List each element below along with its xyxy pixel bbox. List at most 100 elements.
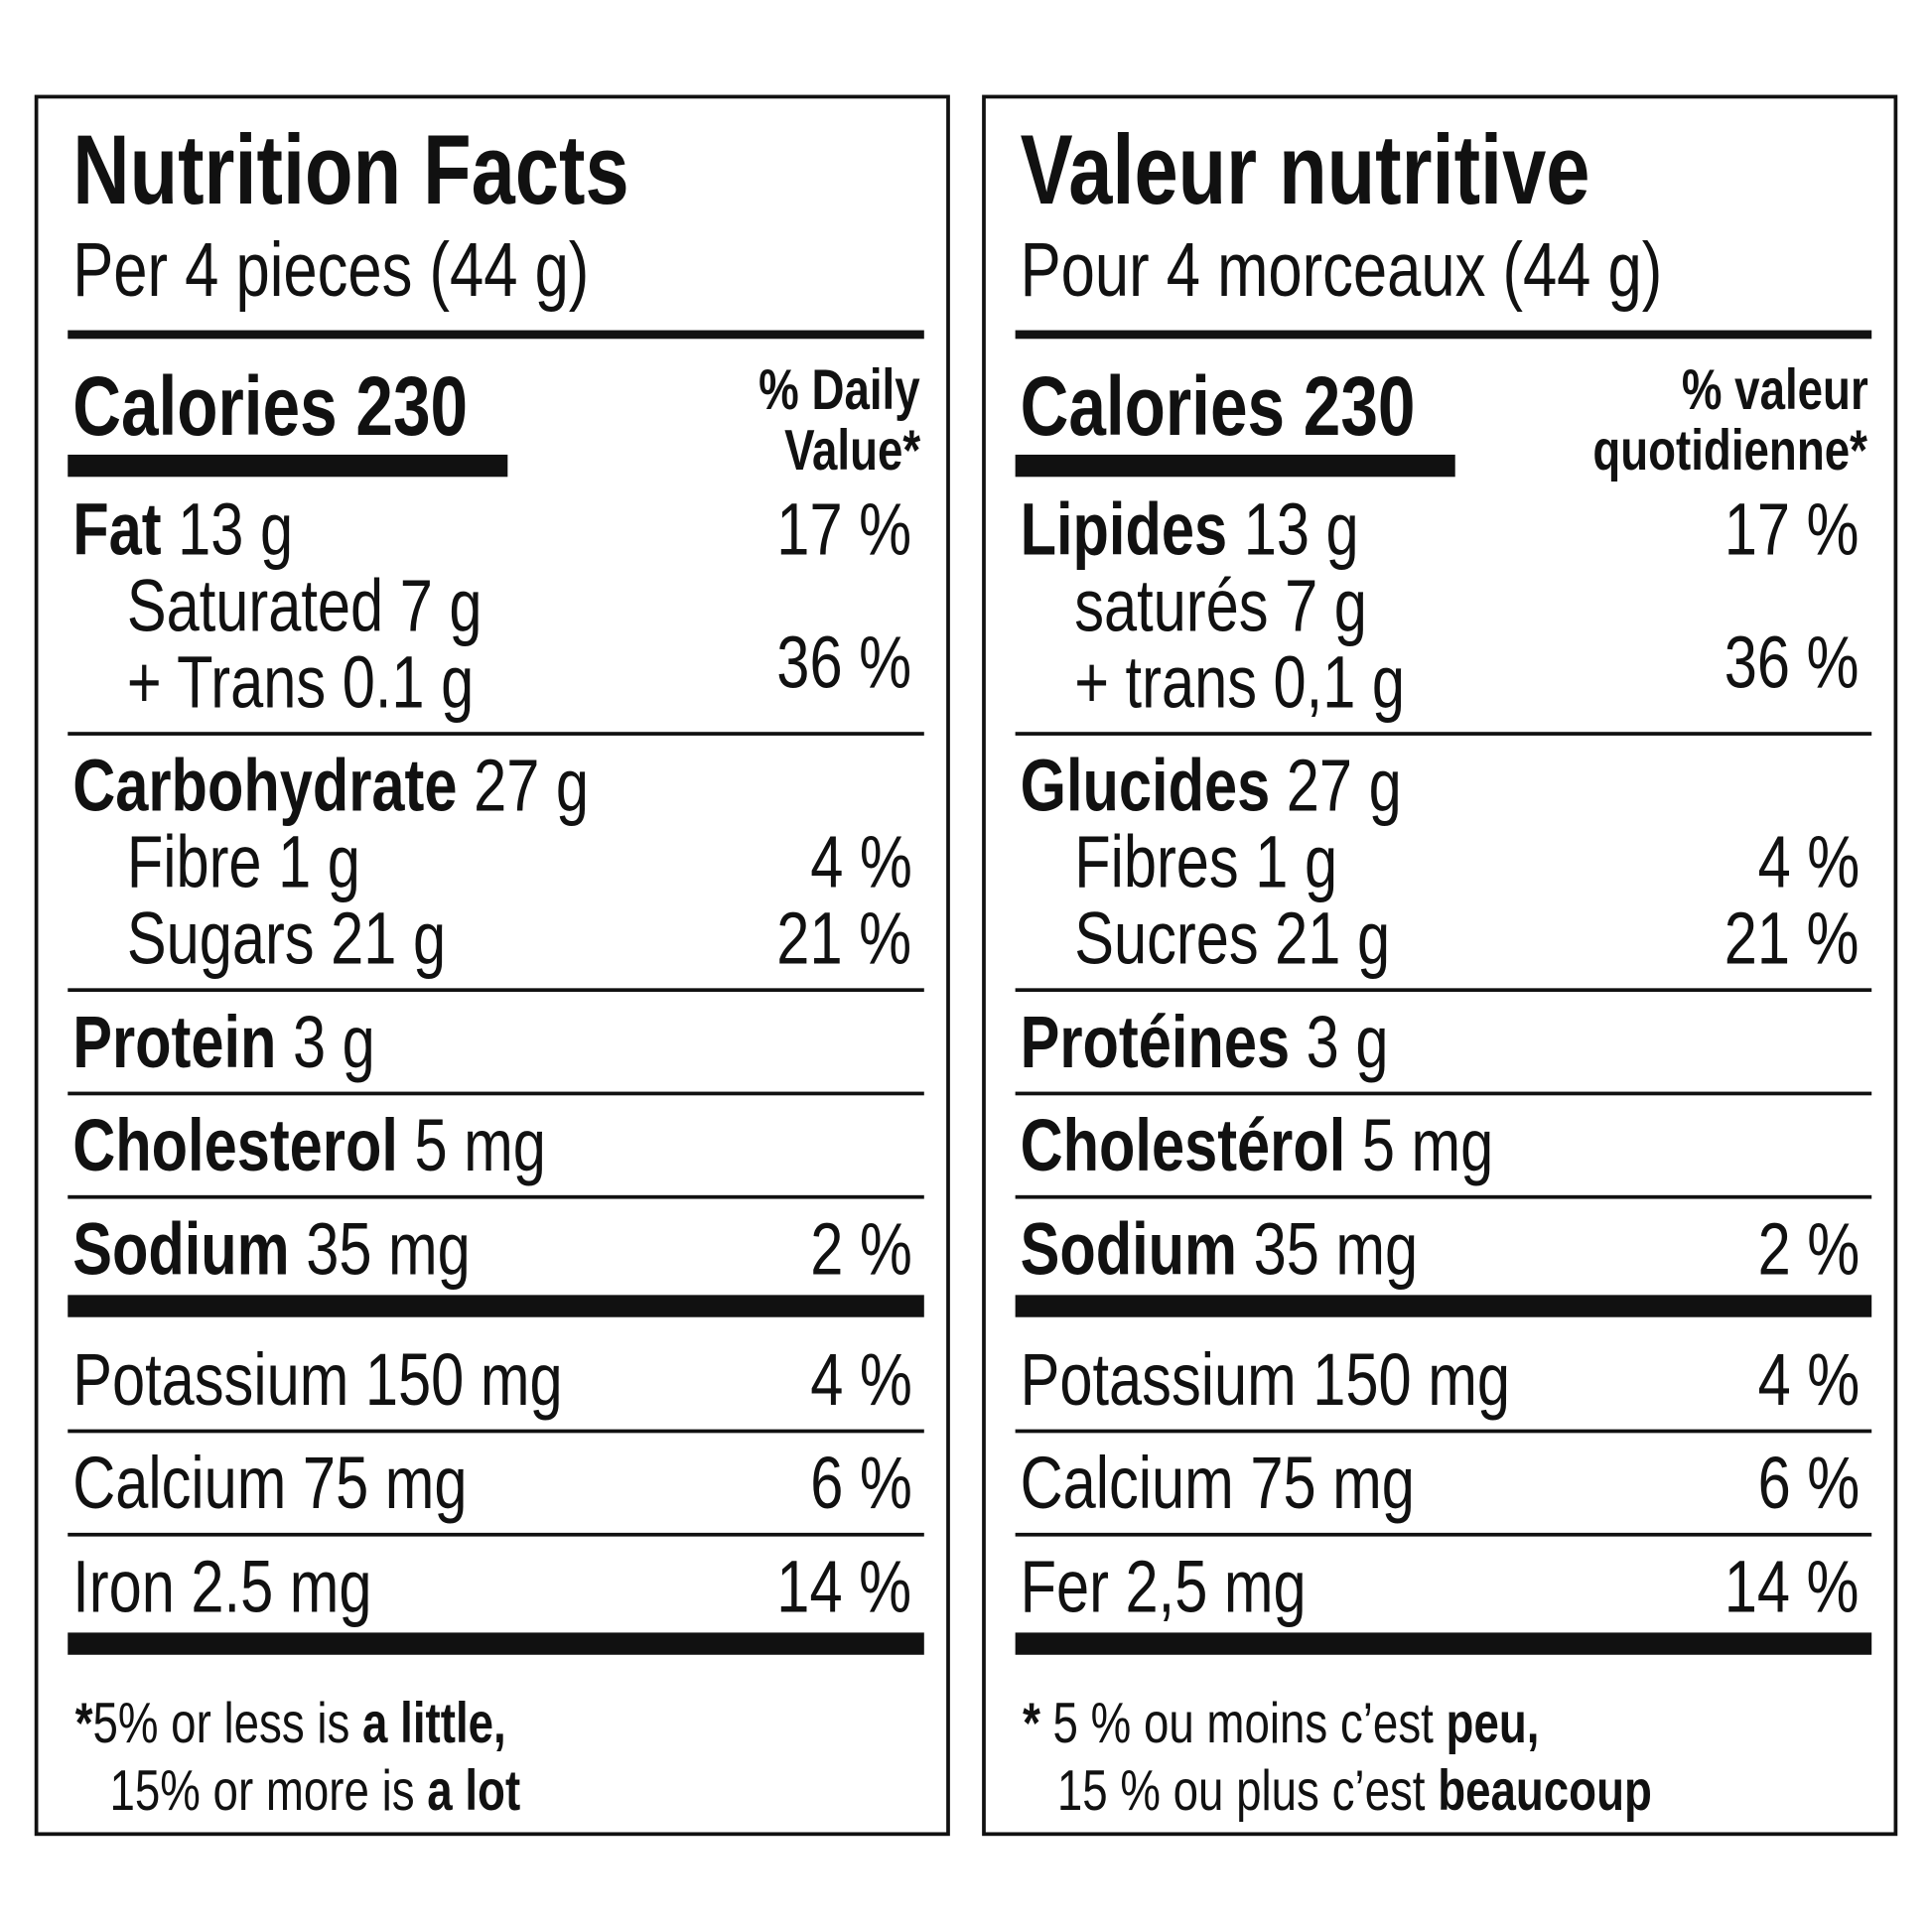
space (1270, 745, 1287, 827)
nutrient: Calcium 75 mg (72, 1446, 467, 1520)
footnote-part: 15% or more is (109, 1758, 428, 1823)
nutrient-amount: 3 g (293, 1000, 375, 1083)
nutrient-name: Carbohydrate (72, 744, 458, 827)
daily-value: 4 % (809, 1337, 912, 1421)
rule (68, 732, 924, 736)
nutrient: Sodium 35 mg (72, 1212, 471, 1286)
daily-value: 2 % (1757, 1207, 1860, 1291)
nutrient-name: Protéines (1020, 1000, 1291, 1083)
nutrient: Potassium 150 mg (72, 1342, 562, 1417)
daily-value-header: % valeur (1681, 356, 1868, 422)
footnote: 15 % ou plus c’est beaucoup (1057, 1762, 1652, 1819)
daily-value: 14 % (776, 1545, 912, 1628)
rule (1015, 1532, 1872, 1537)
rule (68, 1429, 924, 1434)
daily-value: 36 % (776, 621, 912, 704)
nutrient-name: Cholesterol (72, 1103, 398, 1187)
rule (68, 330, 924, 340)
rule (1015, 1632, 1872, 1655)
nutrient: Cholesterol 5 mg (72, 1108, 546, 1182)
daily-value-header: Value* (783, 417, 921, 483)
space (276, 1001, 293, 1083)
nutrient-sub: Saturated 7 g (126, 564, 483, 647)
footnote-part: 15 % ou plus c’est (1056, 1758, 1439, 1823)
nutrient-amount: 5 mg (1361, 1103, 1494, 1187)
nutrient-name: Sodium (1020, 1207, 1238, 1291)
rule (1015, 732, 1872, 736)
nutrient-name: Protein (72, 1000, 277, 1083)
daily-value-header: % Daily (759, 356, 921, 422)
nutrient-amount: 27 g (1286, 744, 1402, 827)
nutrient-sub: + trans 0,1 g (1074, 640, 1406, 724)
serving-size: Pour 4 morceaux (44 g) (1020, 227, 1663, 314)
nutrient-amount: 13 g (1243, 487, 1359, 571)
nutrient: Iron 2.5 mg (72, 1550, 371, 1623)
rule (1015, 1429, 1872, 1434)
daily-value: 21 % (1724, 897, 1860, 980)
title: Valeur nutritive (1020, 114, 1590, 224)
nutrient-name: Glucides (1020, 744, 1271, 827)
footnote-part: 5 % ou moins c’est (1052, 1690, 1447, 1755)
footnote-part: beaucoup (1438, 1758, 1652, 1823)
footnote-part: 5% or less is (92, 1690, 363, 1755)
daily-value: 36 % (1724, 621, 1860, 704)
calories-bar (68, 454, 508, 478)
rule (1015, 1295, 1872, 1317)
rule (1015, 1194, 1872, 1199)
space (458, 745, 475, 827)
nutrient-sub: Fibre 1 g (126, 820, 360, 903)
footnote-part: a lot (427, 1758, 521, 1823)
nutrient-name: Cholestérol (1020, 1103, 1346, 1187)
space (162, 487, 179, 570)
nutrient-amount: 35 mg (306, 1207, 471, 1291)
footnote: 15% or more is a lot (109, 1762, 520, 1819)
nutrient: Sodium 35 mg (1021, 1212, 1419, 1286)
footnote: *5% or less is a little, (75, 1694, 506, 1750)
calories-bar (1015, 454, 1455, 478)
nutrient: Protein 3 g (72, 1005, 375, 1079)
nutrient-name: Lipides (1020, 487, 1228, 571)
space (1237, 1207, 1254, 1290)
nutrient-amount: 5 mg (414, 1103, 546, 1187)
footnote-part: * (1023, 1690, 1053, 1755)
nutrient-text: Calcium 75 mg (1020, 1442, 1415, 1525)
nutrient: Calcium 75 mg (1021, 1446, 1415, 1520)
rule (68, 1194, 924, 1199)
nutrient: Carbohydrate 27 g (72, 749, 589, 823)
nutrient-sub: saturés 7 g (1074, 564, 1367, 647)
space (1290, 1001, 1307, 1083)
nutrient: Fat 13 g (72, 492, 293, 566)
nutrient-text: Calcium 75 mg (72, 1442, 468, 1525)
nutrient-sub: Fibres 1 g (1074, 820, 1338, 903)
daily-value: 4 % (1757, 1337, 1860, 1421)
nutrient-text: Potassium 150 mg (1020, 1337, 1510, 1421)
daily-value: 6 % (809, 1442, 912, 1525)
nutrition-panel: Nutrition Facts Per 4 pieces (44 g) Calori… (34, 94, 950, 1837)
nutrient: Fer 2,5 mg (1021, 1550, 1307, 1623)
nutrient-sub: Sucres 21 g (1074, 897, 1391, 980)
footnote: * 5 % ou moins c’est peu, (1023, 1694, 1539, 1750)
daily-value: 17 % (776, 487, 912, 571)
nutrient-name: Fat (72, 487, 162, 571)
nutrient: Glucides 27 g (1021, 749, 1402, 823)
rule (68, 988, 924, 993)
nutrient-amount: 27 g (474, 744, 590, 827)
space (290, 1207, 307, 1290)
nutrient-amount: 35 mg (1253, 1207, 1419, 1291)
daily-value: 4 % (1757, 820, 1860, 903)
daily-value: 21 % (776, 897, 912, 980)
nutrient-text: Potassium 150 mg (72, 1337, 563, 1421)
rule (1015, 988, 1872, 993)
daily-value: 14 % (1724, 1545, 1860, 1628)
rule (68, 1632, 924, 1655)
nutrient-sub: + Trans 0.1 g (126, 640, 475, 724)
rule (68, 1091, 924, 1096)
nutrient-name: Sodium (72, 1207, 290, 1291)
nutrient-amount: 13 g (178, 487, 294, 571)
nutrient: Protéines 3 g (1021, 1005, 1389, 1079)
footnote-part: a little, (362, 1690, 506, 1755)
calories: Calories 230 (1020, 359, 1416, 454)
daily-value: 6 % (1757, 1442, 1860, 1525)
nutrient-text: Fer 2,5 mg (1020, 1545, 1307, 1628)
daily-value: 2 % (809, 1207, 912, 1291)
